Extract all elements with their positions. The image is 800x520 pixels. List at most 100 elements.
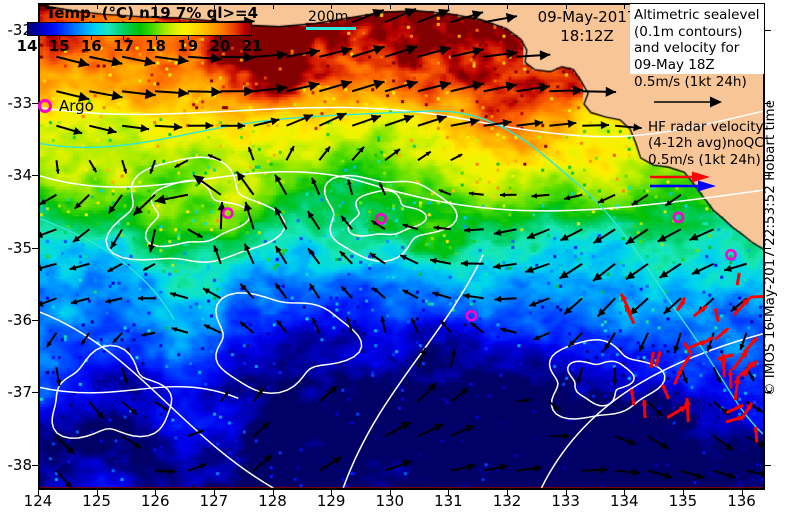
velocity-arrow <box>45 332 58 348</box>
velocity-arrow <box>40 297 57 307</box>
velocity-arrow <box>107 262 123 273</box>
velocity-arrow <box>450 10 484 24</box>
velocity-arrow <box>55 160 60 174</box>
sealevel-contour <box>342 254 484 488</box>
velocity-arrow <box>417 8 450 24</box>
velocity-arrow <box>171 327 189 334</box>
colorbar-tick-mark <box>59 36 61 40</box>
velocity-arrow <box>351 8 385 24</box>
velocity-arrow <box>450 387 469 403</box>
velocity-arrow <box>596 297 616 318</box>
velocity-arrow <box>753 426 759 443</box>
velocity-arrow <box>692 304 708 318</box>
velocity-arrow <box>346 316 354 334</box>
velocity-arrow <box>746 469 763 478</box>
velocity-arrow <box>384 114 414 127</box>
velocity-arrow <box>56 90 90 102</box>
argo-float-marker[interactable] <box>221 207 234 219</box>
velocity-arrow <box>274 245 288 265</box>
velocity-arrow <box>417 114 447 127</box>
x-axis-tick-mark-top <box>624 3 626 9</box>
velocity-arrow <box>141 331 156 337</box>
velocity-arrow <box>742 362 752 378</box>
velocity-arrow <box>70 297 90 305</box>
velocity-arrow <box>121 55 156 67</box>
velocity-arrow <box>89 124 117 135</box>
velocity-arrow <box>713 308 720 323</box>
argo-float-marker[interactable] <box>672 211 685 224</box>
velocity-arrow <box>319 79 353 93</box>
velocity-arrow <box>274 174 288 196</box>
velocity-arrow <box>657 228 682 243</box>
velocity-arrow <box>107 194 123 215</box>
x-axis-tick-mark-top <box>272 3 274 9</box>
x-axis-tick-mark-top <box>38 3 39 9</box>
map-plot-area[interactable] <box>38 3 765 490</box>
velocity-arrow <box>597 193 616 204</box>
velocity-arrow <box>154 468 176 475</box>
velocity-arrow <box>56 124 83 135</box>
x-axis-tick-mark-top <box>507 3 509 9</box>
velocity-arrow <box>121 159 128 174</box>
velocity-arrow <box>40 193 57 206</box>
argo-float-marker[interactable] <box>725 248 737 261</box>
y-axis-tick-mark-right <box>765 102 771 104</box>
velocity-arrow <box>306 210 321 230</box>
colorbar-title: Temp. (°C) n19 7% ql>=4 <box>46 4 259 22</box>
velocity-arrow <box>347 179 354 196</box>
velocity-arrow <box>69 262 90 271</box>
velocity-arrow <box>432 291 452 300</box>
y-axis-tick-mark-right <box>765 30 771 32</box>
velocity-arrow <box>429 257 451 265</box>
velocity-arrow <box>122 89 156 100</box>
velocity-arrow <box>417 150 432 162</box>
velocity-arrow <box>450 117 480 127</box>
altimetric-legend-line1: Altimetric sealevel <box>634 7 760 23</box>
x-axis-tick-mark <box>682 490 684 496</box>
velocity-arrow <box>247 146 255 161</box>
velocity-arrow <box>438 188 452 196</box>
velocity-arrow <box>462 293 484 300</box>
velocity-arrow <box>384 148 401 162</box>
colorbar-tick-label: 21 <box>241 37 263 55</box>
hf-radar-legend: HF radar velocity (4-12h avg)noQC 0.5m/s… <box>630 119 764 194</box>
velocity-arrow <box>615 123 642 132</box>
velocity-arrow <box>137 295 156 301</box>
velocity-arrow <box>239 321 255 334</box>
velocity-arrow <box>468 191 484 196</box>
argo-float-marker[interactable] <box>465 309 478 322</box>
map-datestamp: 09-May-2017 18:12Z <box>537 8 637 46</box>
velocity-arrow <box>154 122 183 131</box>
velocity-arrow <box>169 292 189 300</box>
velocity-arrow <box>493 228 517 236</box>
velocity-arrow <box>252 454 273 472</box>
velocity-arrow <box>638 332 649 353</box>
velocity-arrow <box>739 401 754 421</box>
velocity-arrow <box>663 297 682 315</box>
velocity-arrow <box>749 294 763 299</box>
velocity-arrow <box>380 316 387 333</box>
x-axis-tick-mark <box>565 490 567 496</box>
velocity-arrow <box>731 349 749 371</box>
map-legend: Altimetric sealevel (0.1m contours) and … <box>630 4 764 193</box>
argo-float-marker[interactable] <box>375 213 387 225</box>
velocity-arrow <box>719 353 727 378</box>
velocity-arrow <box>739 332 748 351</box>
colorbar-tick-mark <box>155 36 157 40</box>
velocity-arrow <box>706 332 715 352</box>
y-axis-tick-mark <box>32 247 38 249</box>
y-axis-tick-label: -37 <box>7 383 33 402</box>
velocity-arrow <box>40 228 57 238</box>
velocity-arrow <box>142 262 156 272</box>
bathymetry-scalebar-line <box>306 27 356 30</box>
velocity-arrow <box>122 124 150 133</box>
y-axis-tick-mark-right <box>765 392 771 394</box>
argo-legend-label: Argo <box>59 97 94 115</box>
velocity-arrow <box>717 353 735 361</box>
velocity-arrow <box>187 463 207 472</box>
velocity-arrow <box>154 193 189 205</box>
sealevel-contour <box>540 332 763 488</box>
sealevel-contour <box>347 189 428 237</box>
hf-radar-legend-line2: (4-12h avg)noQC <box>648 135 764 151</box>
